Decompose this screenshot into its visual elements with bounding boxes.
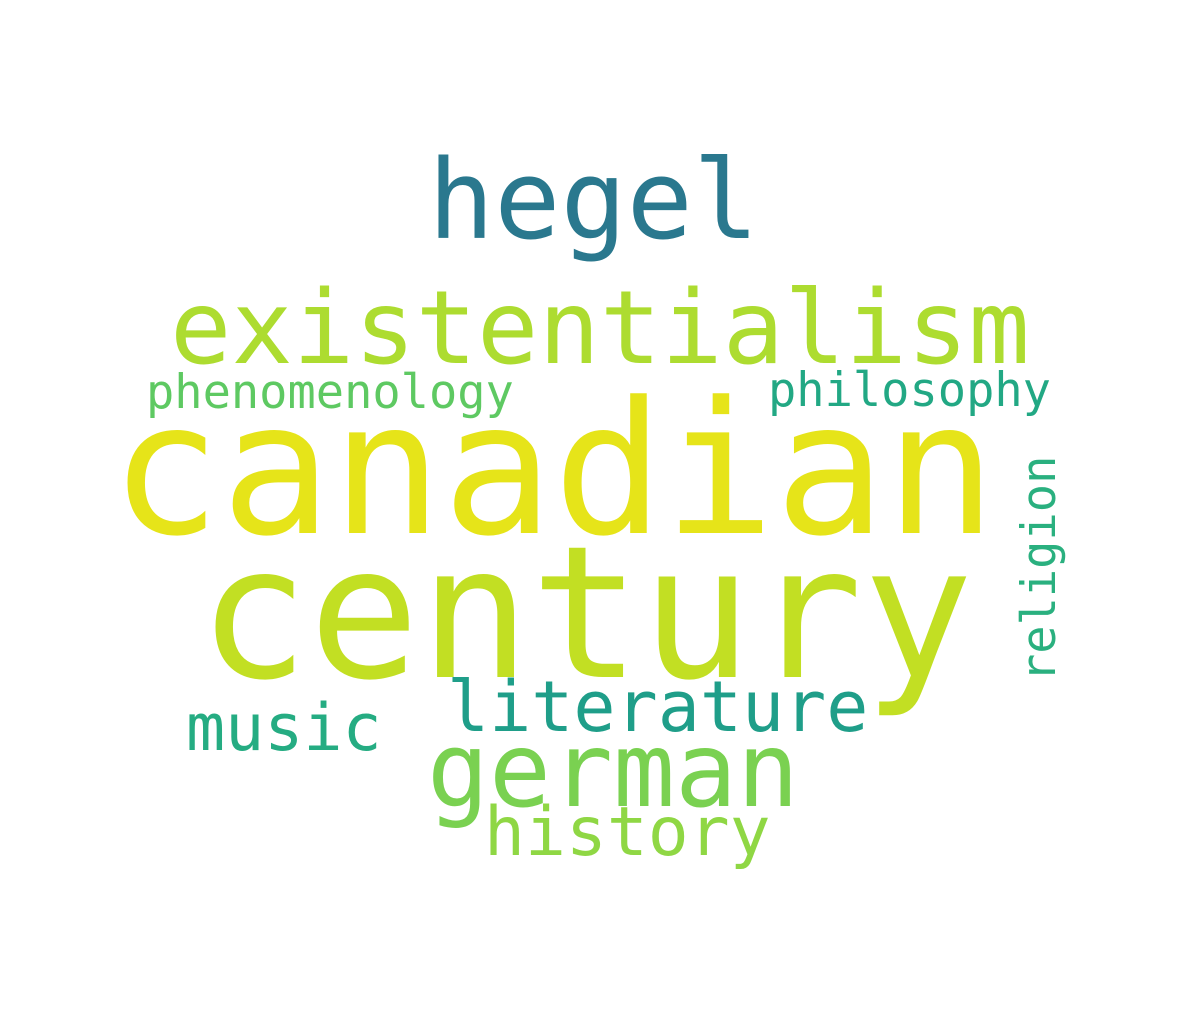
- word-hegel: hegel: [428, 136, 760, 264]
- word-philosophy: philosophy: [768, 363, 1051, 418]
- word-phenomenology: phenomenology: [146, 365, 514, 420]
- word-canadian: canadian: [110, 363, 997, 577]
- word-century: century: [198, 507, 974, 721]
- word-existentialism: existentialism: [170, 269, 1030, 388]
- word-history: history: [484, 793, 771, 872]
- word-religion: religion: [1012, 455, 1067, 682]
- word-music: music: [186, 691, 382, 766]
- word-literature: literature: [447, 666, 869, 748]
- word-german: german: [427, 711, 800, 831]
